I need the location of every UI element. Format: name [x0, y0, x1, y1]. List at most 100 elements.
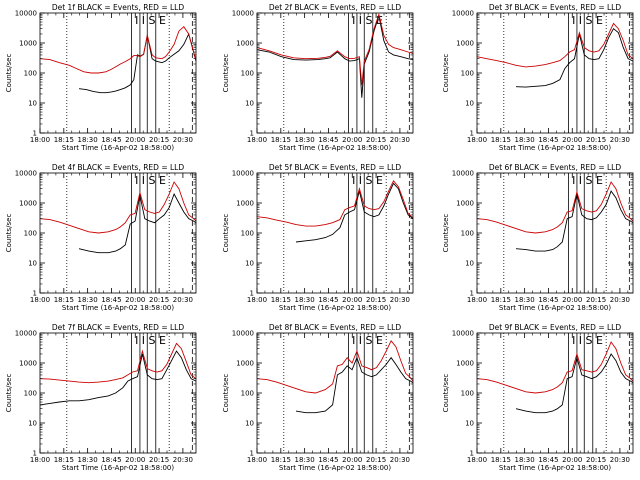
x-tick-label: 20:15 [586, 296, 606, 304]
plot-frame [39, 12, 197, 134]
y-tick-label: 1 [250, 130, 254, 138]
y-tick-label: 10 [28, 420, 37, 428]
x-tick-label: 20:00 [562, 136, 582, 144]
x-tick-label: 20:30 [173, 296, 193, 304]
x-tick-label: 20:00 [342, 136, 362, 144]
y-axis-label: Counts/sec [442, 54, 450, 93]
y-tick-label: 1 [33, 130, 37, 138]
x-tick-label: 18:30 [78, 136, 98, 144]
x-tick-label: 18:00 [467, 136, 487, 144]
y-tick-label: 1 [250, 450, 254, 458]
panel-title: Det 8f BLACK = Events, RED = LLD [269, 323, 402, 332]
y-tick-label: 10 [245, 420, 254, 428]
y-tick-label: 10000 [232, 330, 254, 338]
y-tick-label: 100 [24, 390, 37, 398]
series-events-line [295, 182, 414, 243]
series-lld-line [256, 339, 414, 394]
x-axis-label: Start Time (16-Apr-02 18:58:00) [62, 304, 174, 312]
y-tick-label: 10 [465, 420, 474, 428]
event-marker-text: I I S E [352, 334, 383, 347]
y-tick-label: 100 [461, 70, 474, 78]
series-lld-line [39, 26, 197, 74]
y-tick-label: 1 [470, 130, 474, 138]
x-tick-label: 18:45 [318, 136, 338, 144]
x-axis-label: Start Time (16-Apr-02 18:58:00) [499, 464, 611, 472]
x-tick-label: 18:00 [247, 456, 267, 464]
panel-title: Det 9f BLACK = Events, RED = LLD [489, 323, 622, 332]
x-tick-label: 20:30 [610, 456, 630, 464]
y-tick-label: 10 [245, 100, 254, 108]
panel-title: Det 1f BLACK = Events, RED = LLD [52, 3, 185, 12]
panel-6: Det 6f BLACK = Events, RED = LLD I I S E 1… [442, 163, 634, 312]
x-tick-label: 20:30 [390, 296, 410, 304]
x-tick-label: 20:00 [342, 456, 362, 464]
y-axis-label: Counts/sec [5, 54, 13, 93]
x-tick-label: 18:15 [491, 456, 511, 464]
x-tick-label: 18:30 [295, 136, 315, 144]
x-axis-label: Start Time (16-Apr-02 18:58:00) [279, 464, 391, 472]
x-tick-label: 18:30 [295, 296, 315, 304]
x-axis-label: Start Time (16-Apr-02 18:58:00) [279, 144, 391, 152]
plot-frame [476, 332, 634, 454]
x-tick-label: 20:30 [390, 456, 410, 464]
x-tick-label: 20:15 [149, 456, 169, 464]
y-tick-label: 10000 [232, 10, 254, 18]
event-marker-text: I I S E [572, 334, 603, 347]
y-tick-label: 1 [470, 290, 474, 298]
y-tick-label: 100 [241, 390, 254, 398]
x-tick-label: 20:30 [173, 456, 193, 464]
y-axis-label: Counts/sec [222, 54, 230, 93]
event-marker-text: I I S E [572, 14, 603, 27]
x-tick-label: 18:30 [515, 456, 535, 464]
y-axis-label: Counts/sec [222, 214, 230, 253]
x-tick-label: 18:45 [538, 296, 558, 304]
series-events-line [78, 192, 197, 254]
x-tick-label: 18:45 [538, 456, 558, 464]
x-tick-label: 20:15 [366, 456, 386, 464]
y-tick-label: 1000 [19, 200, 37, 208]
x-tick-label: 18:15 [271, 456, 291, 464]
y-tick-label: 1000 [456, 360, 474, 368]
y-tick-label: 1000 [236, 360, 254, 368]
y-tick-label: 10000 [15, 170, 37, 178]
y-tick-label: 1000 [19, 40, 37, 48]
y-tick-label: 10000 [232, 170, 254, 178]
plot-frame [256, 12, 414, 134]
x-tick-label: 18:15 [491, 296, 511, 304]
y-tick-label: 100 [461, 230, 474, 238]
x-tick-label: 20:00 [342, 296, 362, 304]
y-tick-label: 1 [250, 290, 254, 298]
x-tick-label: 20:15 [586, 136, 606, 144]
y-tick-label: 10 [465, 260, 474, 268]
panel-4: Det 4f BLACK = Events, RED = LLD I I S E 1… [5, 163, 197, 312]
event-marker-text: I I S E [352, 174, 383, 187]
y-tick-label: 10000 [452, 170, 474, 178]
x-tick-label: 20:30 [610, 136, 630, 144]
y-tick-label: 1 [33, 290, 37, 298]
x-tick-label: 18:00 [247, 296, 267, 304]
y-tick-label: 10 [465, 100, 474, 108]
x-tick-label: 18:45 [318, 456, 338, 464]
x-tick-label: 20:15 [149, 296, 169, 304]
y-tick-label: 1000 [236, 40, 254, 48]
panel-title: Det 2f BLACK = Events, RED = LLD [269, 3, 402, 12]
y-tick-label: 1000 [236, 200, 254, 208]
event-marker-text: I I S E [135, 14, 166, 27]
x-tick-label: 18:00 [30, 136, 50, 144]
x-tick-label: 18:45 [538, 136, 558, 144]
series-lld-line [39, 181, 197, 234]
x-tick-label: 18:30 [295, 456, 315, 464]
series-events-line [39, 350, 197, 406]
y-tick-label: 10 [245, 260, 254, 268]
y-tick-label: 1000 [456, 200, 474, 208]
panel-3: Det 3f BLACK = Events, RED = LLD I I S E 1… [442, 3, 634, 152]
plot-frame [476, 172, 634, 294]
x-tick-label: 18:30 [515, 296, 535, 304]
x-tick-label: 20:00 [562, 456, 582, 464]
y-tick-label: 1 [33, 450, 37, 458]
panel-5: Det 5f BLACK = Events, RED = LLD I I S E 1… [222, 163, 414, 312]
plot-frame [256, 332, 414, 454]
x-tick-label: 18:00 [247, 136, 267, 144]
